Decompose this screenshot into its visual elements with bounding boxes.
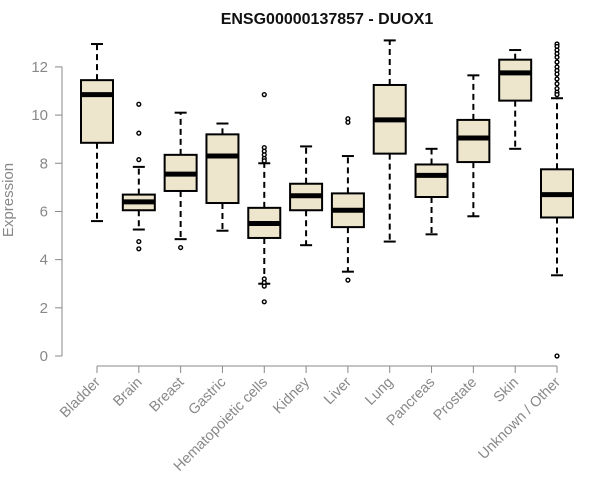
box-group	[372, 39, 407, 243]
outlier-point	[136, 157, 142, 163]
y-tick-label: 6	[40, 203, 48, 220]
outlier-point	[554, 54, 560, 60]
box-iqr	[205, 133, 240, 205]
x-tick-label: Lung	[362, 375, 396, 409]
y-axis-label: Expression	[0, 163, 17, 237]
outlier-point	[261, 92, 267, 98]
x-tick-label: Prostate	[431, 375, 480, 424]
y-tick-label: 12	[31, 59, 48, 76]
x-tick-label: Bladder	[57, 374, 104, 421]
y-tick-label: 8	[40, 155, 48, 172]
y-tick-label: 10	[31, 107, 48, 124]
outlier-point	[554, 71, 560, 77]
y-tick-label: 4	[40, 252, 48, 269]
box-iqr	[80, 79, 114, 144]
outlier-point	[261, 299, 267, 305]
outlier-point	[554, 353, 560, 359]
box-group	[205, 122, 240, 232]
box-group	[414, 147, 449, 236]
x-tick-label: Brain	[110, 375, 145, 410]
box-group	[456, 74, 491, 218]
outlier-point	[178, 244, 184, 251]
box-group	[289, 145, 324, 247]
box-group	[330, 116, 365, 283]
outlier-point	[345, 119, 351, 125]
outlier-point	[136, 238, 142, 245]
outlier-point	[261, 283, 267, 289]
box-iqr	[498, 58, 533, 102]
box-group	[540, 41, 574, 359]
outlier-point	[554, 59, 560, 65]
x-tick-label: Liver	[321, 374, 355, 408]
y-tick-label: 0	[40, 348, 48, 365]
chart-title: ENSG00000137857 - DUOX1	[221, 11, 434, 28]
outlier-point	[554, 76, 560, 82]
outlier-point	[345, 277, 351, 283]
x-tick-label: Skin	[491, 375, 522, 406]
box-iqr	[456, 118, 491, 164]
box-group	[247, 92, 282, 305]
outlier-point	[136, 130, 142, 136]
boxes-group	[80, 39, 574, 359]
y-tick-label: 2	[40, 300, 48, 317]
box-group	[498, 49, 533, 150]
outlier-point	[136, 246, 142, 252]
outlier-point	[554, 81, 560, 87]
x-tick-label: Breast	[147, 375, 188, 416]
y-axis: 0 2 4 6 8 10 12	[31, 59, 63, 365]
box-group	[163, 111, 198, 251]
outlier-point	[261, 158, 267, 164]
box-group	[80, 43, 114, 223]
box-iqr	[414, 163, 449, 199]
x-tick-label: Kidney	[270, 374, 313, 417]
box-group	[121, 101, 156, 252]
outlier-point	[554, 92, 560, 98]
outlier-point	[136, 101, 142, 107]
